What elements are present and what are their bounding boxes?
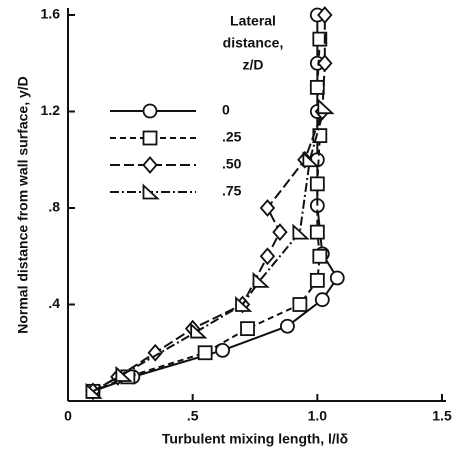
legend-title: z/D bbox=[243, 57, 264, 73]
marker-triangle bbox=[317, 98, 335, 115]
legend-label: 0 bbox=[222, 102, 230, 118]
marker-diamond bbox=[272, 223, 288, 241]
marker-circle bbox=[314, 292, 330, 308]
marker-square bbox=[312, 31, 328, 47]
marker-diamond bbox=[259, 199, 276, 217]
marker-circle bbox=[280, 318, 295, 334]
marker-square bbox=[309, 79, 325, 95]
marker-diamond bbox=[317, 54, 333, 73]
legend-title: distance, bbox=[223, 35, 284, 51]
marker-diamond bbox=[147, 343, 163, 362]
x-tick-label: 0 bbox=[64, 408, 72, 424]
marker-square bbox=[309, 224, 325, 240]
y-tick-label: .4 bbox=[48, 295, 60, 311]
marker-square bbox=[240, 321, 255, 337]
marker-triangle bbox=[235, 295, 253, 312]
series-line bbox=[92, 106, 326, 393]
y-tick-label: 1.2 bbox=[41, 102, 61, 118]
marker-triangle bbox=[115, 365, 133, 382]
marker-square bbox=[292, 297, 308, 312]
legend-marker bbox=[142, 183, 160, 200]
series-line bbox=[92, 15, 339, 393]
y-tick-label: 1.6 bbox=[41, 6, 61, 22]
series-line bbox=[92, 39, 321, 393]
legend-label: .25 bbox=[222, 129, 242, 145]
x-axis-label: Turbulent mixing length, l/lδ bbox=[162, 431, 348, 447]
marker-square bbox=[312, 248, 328, 264]
legend-label: .75 bbox=[222, 183, 242, 199]
marker-triangle bbox=[292, 223, 310, 240]
marker-circle bbox=[215, 342, 230, 358]
marker-triangle bbox=[190, 322, 208, 339]
marker-diamond bbox=[317, 6, 333, 24]
marker-square bbox=[309, 176, 325, 192]
marker-circle bbox=[329, 270, 345, 286]
legend-label: .50 bbox=[222, 156, 242, 172]
legend-marker bbox=[142, 156, 158, 174]
marker-square bbox=[309, 272, 325, 288]
y-tick-label: .8 bbox=[48, 199, 60, 215]
marker-square bbox=[197, 345, 213, 361]
legend-marker bbox=[142, 130, 158, 146]
marker-triangle bbox=[302, 151, 320, 168]
x-tick-label: 1.0 bbox=[308, 408, 328, 424]
x-tick-label: 1.5 bbox=[432, 408, 452, 424]
y-axis-label: Normal distance from wall surface, y/D bbox=[15, 76, 31, 334]
marker-triangle bbox=[85, 382, 103, 399]
marker-triangle bbox=[252, 271, 270, 288]
legend-title: Lateral bbox=[230, 13, 276, 29]
marker-diamond bbox=[259, 247, 276, 266]
x-tick-label: .5 bbox=[187, 408, 199, 424]
series-line bbox=[92, 15, 326, 393]
legend-marker bbox=[142, 103, 158, 119]
